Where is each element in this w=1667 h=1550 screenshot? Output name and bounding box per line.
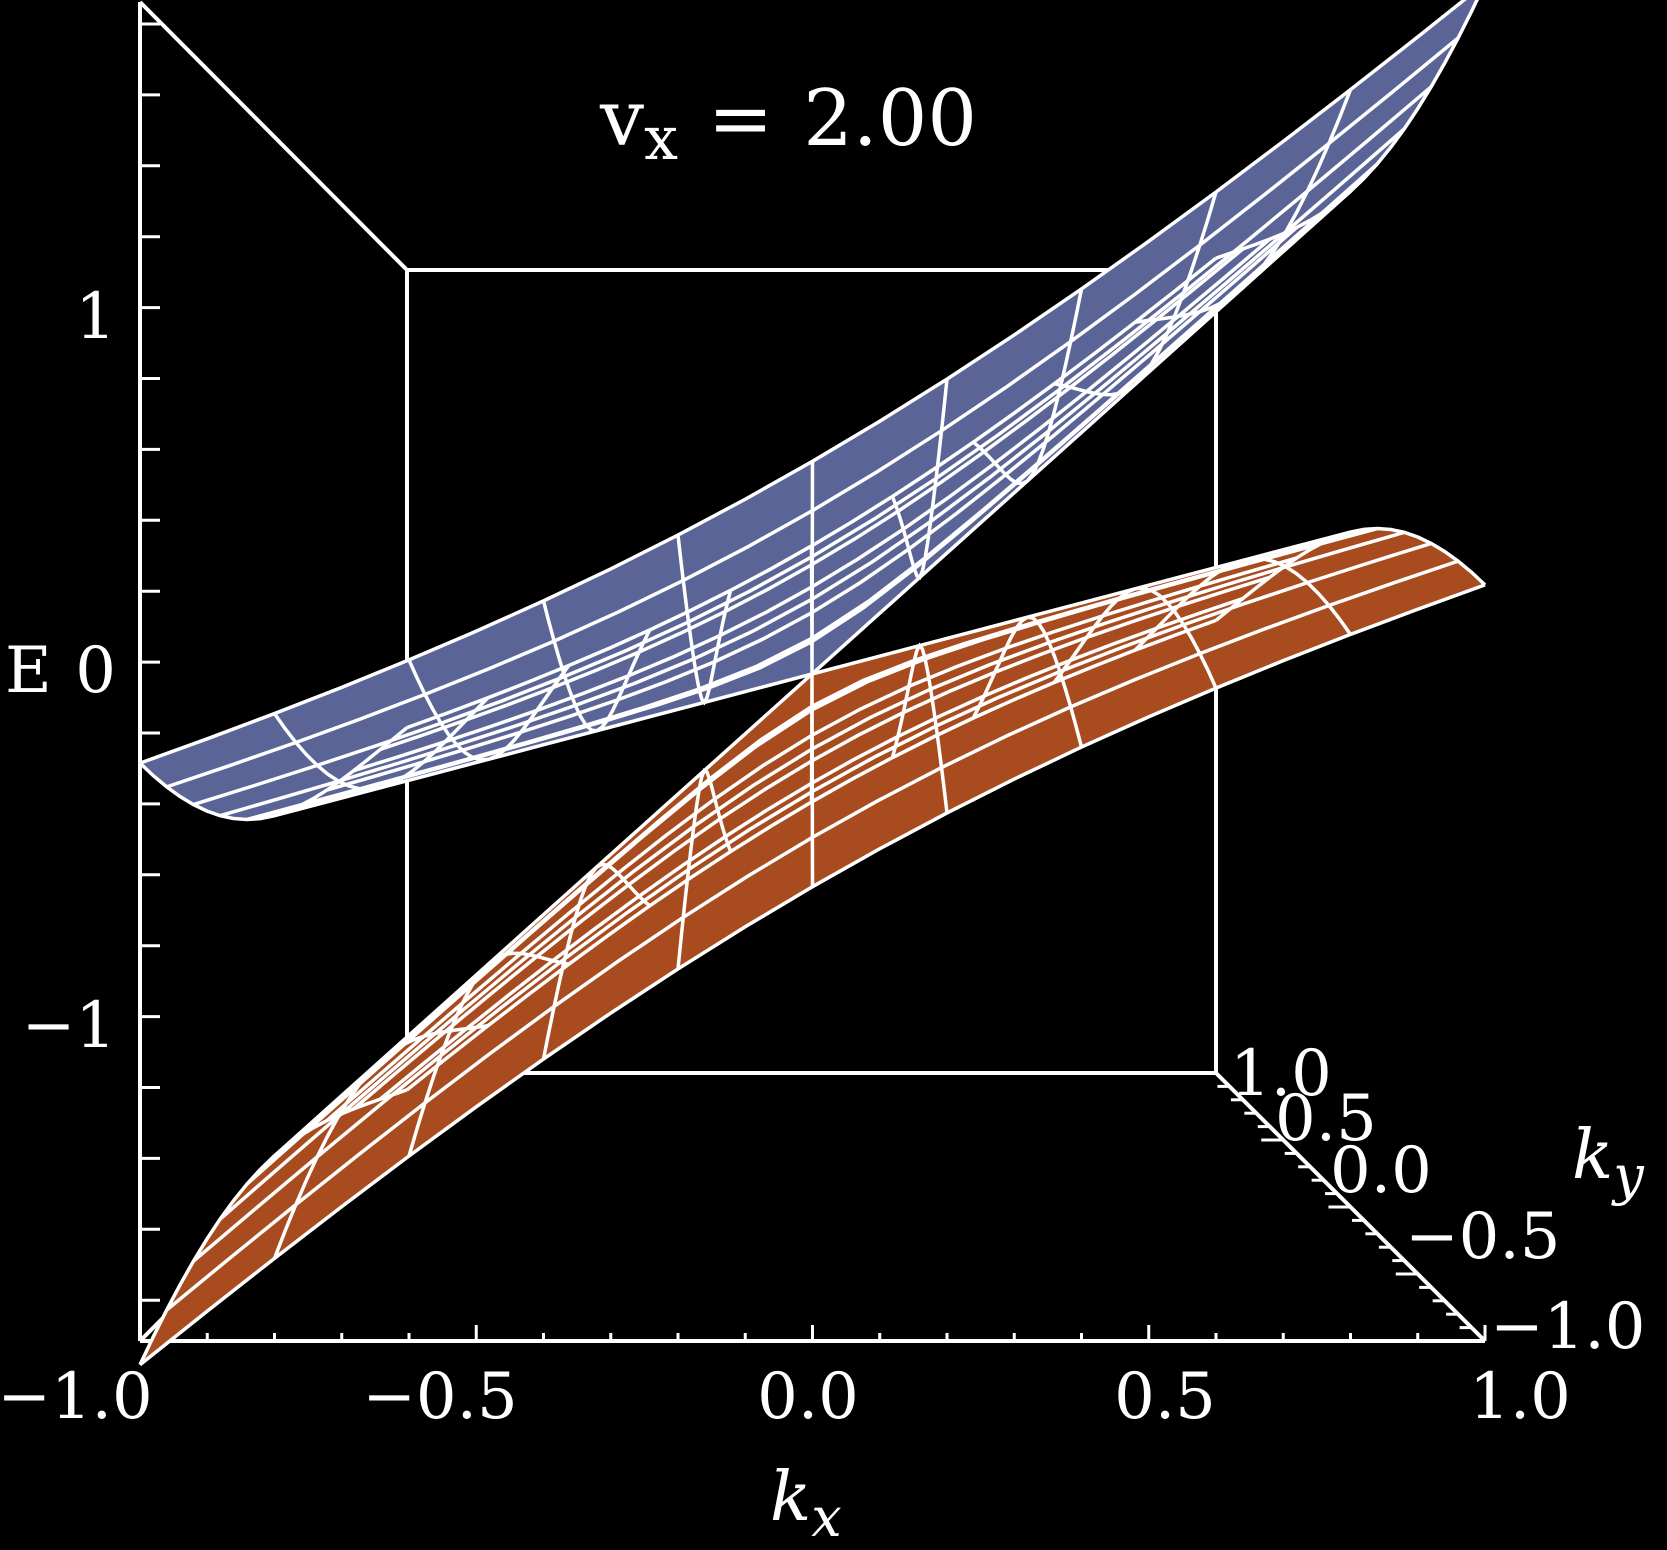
mesh-line-ky (379, 596, 1244, 1101)
y-axis-title: ky (1572, 1116, 1645, 1207)
x-axis-ticks (138, 1325, 1487, 1341)
mesh-line-ky (192, 85, 1433, 807)
x-axis-labels: −1.0 −0.5 0.0 0.5 1.0 kx (0, 1360, 1571, 1549)
box-edge-top-left (138, 0, 409, 272)
y-tick-label-minus1: −1.0 (1490, 1290, 1645, 1364)
x-axis-title: kx (770, 1458, 842, 1549)
upper-band-surface (138, 0, 1479, 822)
mesh-line-ky (272, 530, 1351, 1159)
z-axis-labels: E 1 0 −1 (5, 280, 116, 1063)
x-tick-label-1: 1.0 (1469, 1360, 1571, 1434)
mesh-line-ky (165, 559, 1459, 1312)
y-tick-label-minus05: −0.5 (1405, 1200, 1560, 1274)
lower-band-surface (138, 526, 1487, 1367)
mesh-line-ky (219, 127, 1406, 818)
mesh-line-ky (406, 256, 1218, 730)
mesh-line-ky (138, 583, 1486, 1367)
mesh-line-ky (405, 618, 1217, 1092)
y-tick-label-0: 0.0 (1330, 1134, 1432, 1208)
mesh-line-ky (299, 210, 1325, 808)
mesh-line-ky (326, 226, 1298, 792)
mesh-line-ky (192, 541, 1432, 1263)
mesh-line-ky (352, 575, 1271, 1111)
z-axis-ticks (140, 22, 160, 1302)
x-tick-label-minus05: −0.5 (362, 1360, 517, 1434)
z-tick-label-minus1: −1 (22, 989, 116, 1063)
y-tick-label-05: 0.5 (1275, 1082, 1377, 1156)
x-tick-label-0: 0.0 (757, 1360, 859, 1434)
z-tick-label-0: 0 (75, 634, 116, 708)
mesh-line-ky (379, 247, 1245, 752)
x-tick-label-05: 0.5 (1114, 1360, 1216, 1434)
mesh-line-ky (299, 540, 1325, 1138)
z-tick-label-1: 1 (75, 280, 116, 354)
y-axis-labels: 1.0 0.5 0.0 −0.5 −1.0 ky (1230, 1037, 1645, 1364)
mesh-line-ky (218, 530, 1405, 1221)
mesh-line-ky (139, 0, 1467, 765)
velocity-annotation: vx = 2.00 (599, 74, 977, 174)
mesh-line-ky (325, 556, 1298, 1122)
x-tick-label-minus1: −1.0 (0, 1360, 153, 1434)
mesh-line-ky (166, 36, 1460, 789)
z-axis-title: E (5, 634, 52, 708)
y-tick-label-1: 1.0 (1230, 1037, 1332, 1111)
y-axis-ticks (1194, 1071, 1485, 1343)
mesh-line-ky (353, 237, 1271, 773)
